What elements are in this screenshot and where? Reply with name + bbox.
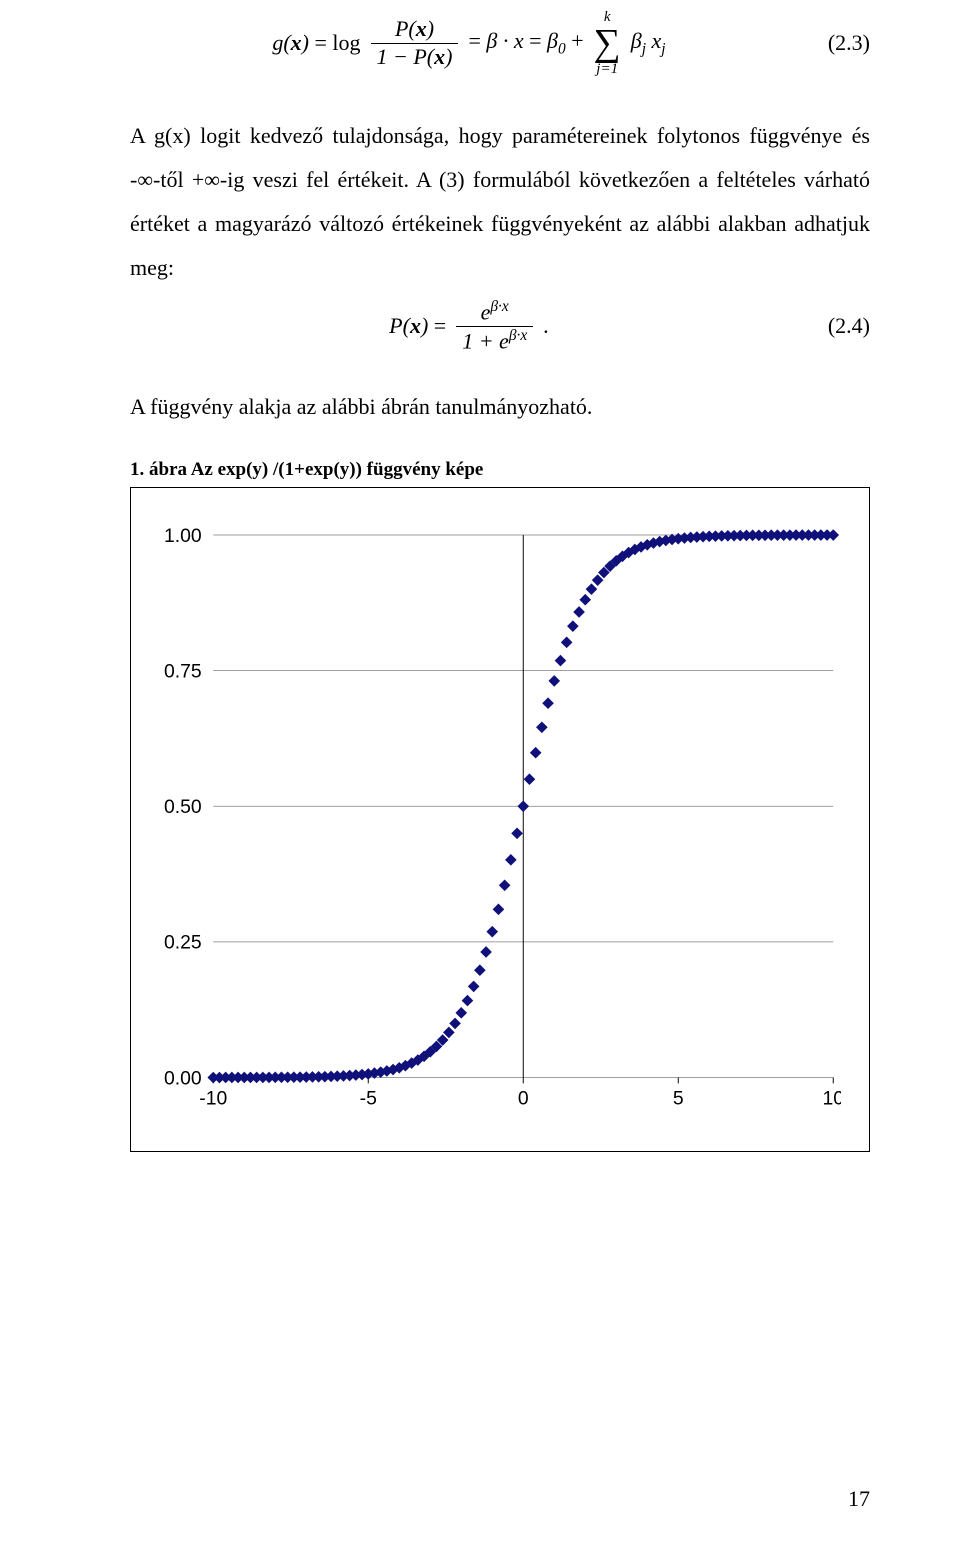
logistic-chart: 0.00 0.25 0.50 0.75 1.00 -10 -5 0 5 10 <box>159 508 841 1122</box>
figure-caption-text: ábra Az exp(y) /(1+exp(y)) függvény képe <box>144 459 483 480</box>
paragraph-2: A függvény alakja az alábbi ábrán tanulm… <box>130 385 870 429</box>
equation-2-4: P(x) = eβ·x 1 + eβ·x . <box>130 298 808 354</box>
figure-number: 1. <box>130 459 144 480</box>
figure-1-frame: 0.00 0.25 0.50 0.75 1.00 -10 -5 0 5 10 <box>130 487 870 1152</box>
page-number: 17 <box>848 1486 870 1512</box>
svg-text:-5: -5 <box>360 1087 377 1109</box>
svg-text:-10: -10 <box>199 1087 227 1109</box>
svg-text:1.00: 1.00 <box>164 524 202 546</box>
svg-text:10: 10 <box>822 1087 841 1109</box>
equation-2-4-number: (2.4) <box>808 313 870 339</box>
svg-text:0: 0 <box>518 1087 529 1109</box>
paragraph-1: A g(x) logit kedvező tulajdonsága, hogy … <box>130 114 870 290</box>
svg-text:0.50: 0.50 <box>164 796 202 818</box>
svg-text:5: 5 <box>673 1087 684 1109</box>
svg-text:0.00: 0.00 <box>164 1067 202 1089</box>
equation-2-3: g(x) = log P(x) 1 − P(x) = β · x = β0 + … <box>130 8 808 78</box>
page: g(x) = log P(x) 1 − P(x) = β · x = β0 + … <box>0 8 960 1556</box>
svg-text:0.75: 0.75 <box>164 660 202 682</box>
equation-2-3-row: g(x) = log P(x) 1 − P(x) = β · x = β0 + … <box>130 8 870 78</box>
svg-text:0.25: 0.25 <box>164 931 202 953</box>
figure-1-caption: 1. ábra Az exp(y) /(1+exp(y)) függvény k… <box>130 459 870 481</box>
equation-2-3-number: (2.3) <box>808 30 870 56</box>
equation-2-4-row: P(x) = eβ·x 1 + eβ·x . (2.4) <box>130 298 870 354</box>
